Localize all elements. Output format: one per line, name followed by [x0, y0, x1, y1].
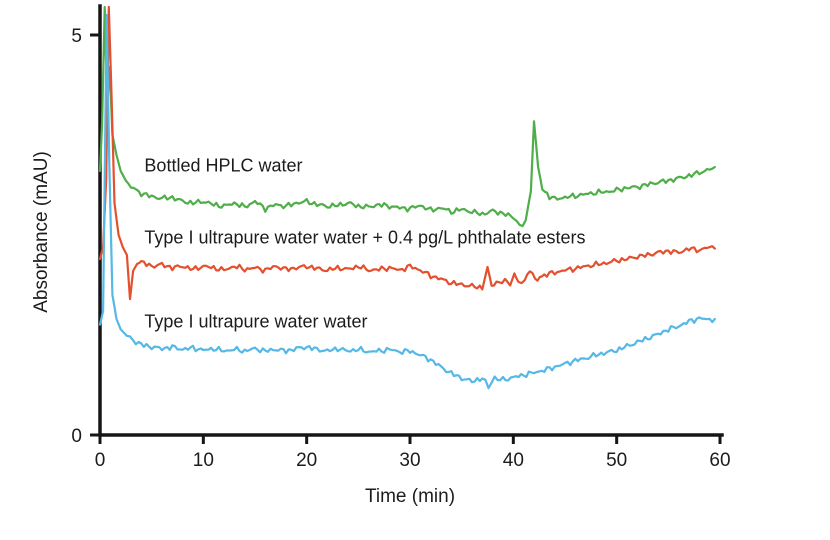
series-annotation: Type I ultrapure water water + 0.4 pg/L … — [144, 227, 586, 248]
x-tick-label: 30 — [399, 450, 420, 471]
x-axis-label: Time (min) — [364, 486, 456, 507]
x-tick-label: 40 — [503, 450, 524, 471]
series-annotation: Type I ultrapure water water — [144, 311, 368, 332]
series-line-2 — [98, 13, 716, 390]
series-line-1 — [98, 5, 716, 301]
x-tick-label: 20 — [296, 450, 317, 471]
x-tick-label: 50 — [606, 450, 627, 471]
x-tick-label: 0 — [95, 450, 106, 471]
y-tick-label: 0 — [71, 426, 82, 447]
axes — [98, 4, 724, 437]
y-tick-label: 5 — [71, 26, 82, 47]
x-tick-label: 10 — [193, 450, 214, 471]
series-line-0 — [98, 5, 716, 228]
y-axis-label: Absorbance (mAU) — [31, 151, 52, 313]
x-tick-label: 60 — [709, 450, 730, 471]
series-annotation: Bottled HPLC water — [144, 155, 303, 176]
